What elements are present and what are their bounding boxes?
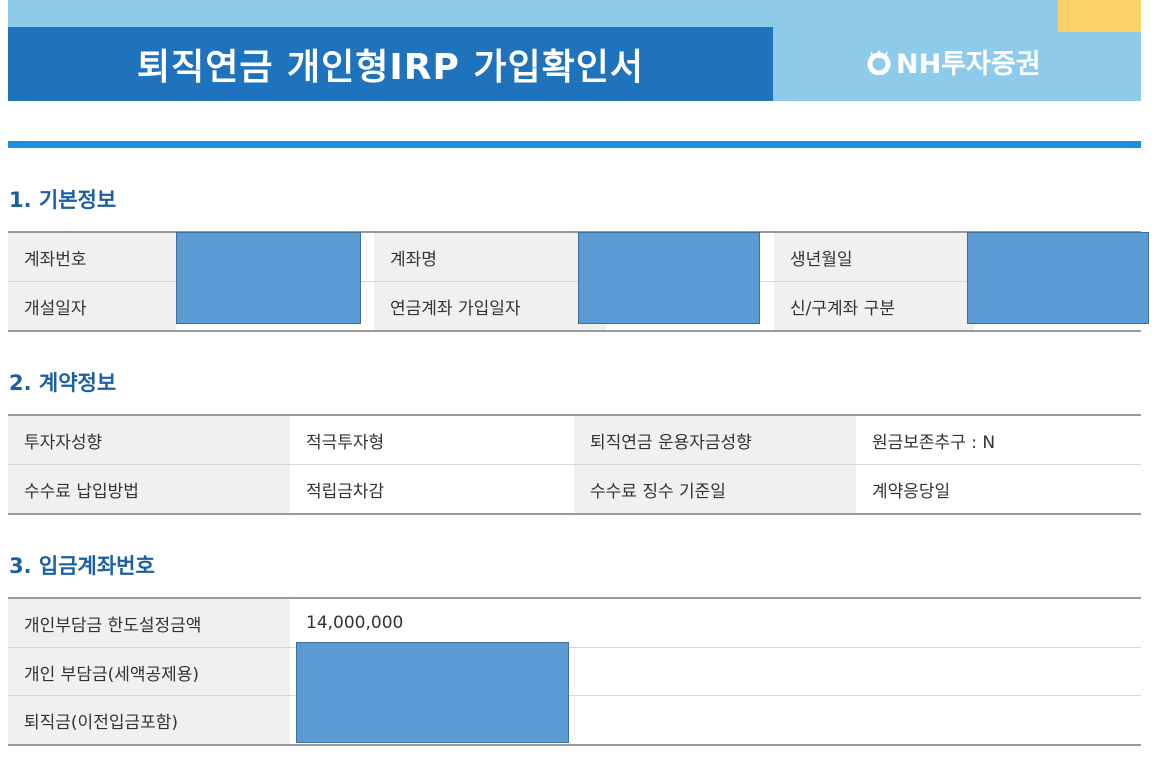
redaction-box: [296, 642, 569, 743]
label-fee-payment: 수수료 납입방법: [8, 465, 290, 513]
redaction-box: [578, 232, 760, 324]
header-divider: [8, 141, 1141, 148]
nh-logo-icon: [867, 50, 891, 75]
value-limit-amount: 14,000,000: [290, 599, 1141, 647]
logo-text: NH투자증권: [896, 48, 1041, 80]
label-account-number: 계좌번호: [8, 233, 176, 281]
table-row: 투자자성향 적극투자형 퇴직연금 운용자금성향 원금보존추구 : N: [8, 416, 1141, 464]
header-accent-block: [1058, 0, 1141, 32]
table-row: 개인부담금 한도설정금액 14,000,000: [8, 599, 1141, 647]
section-title-deposit: 3. 입금계좌번호: [9, 554, 155, 578]
page-title: 퇴직연금 개인형IRP 가입확인서: [136, 47, 644, 88]
value-fund-profile: 원금보존추구 : N: [856, 416, 1141, 464]
redaction-box: [176, 232, 361, 324]
label-limit-amount: 개인부담금 한도설정금액: [8, 599, 290, 647]
table-row: 퇴직금(이전입금포함): [8, 695, 1141, 744]
label-account-type: 신/구계좌 구분: [774, 282, 974, 330]
value-investor-profile: 적극투자형: [290, 416, 574, 464]
label-fund-profile: 퇴직연금 운용자금성향: [574, 416, 856, 464]
label-fee-date: 수수료 징수 기준일: [574, 465, 856, 513]
table-row: 개인 부담금(세액공제용): [8, 647, 1141, 696]
label-open-date: 개설일자: [8, 282, 176, 330]
label-pension-join-date: 연금계좌 가입일자: [374, 282, 606, 330]
section-title-basic: 1. 기본정보: [9, 188, 117, 212]
title-banner: 퇴직연금 개인형IRP 가입확인서: [8, 27, 773, 101]
deposit-table: 개인부담금 한도설정금액 14,000,000 개인 부담금(세액공제용) 퇴직…: [8, 597, 1141, 746]
contract-info-table: 투자자성향 적극투자형 퇴직연금 운용자금성향 원금보존추구 : N 수수료 납…: [8, 414, 1141, 515]
label-retirement-pay: 퇴직금(이전입금포함): [8, 696, 290, 744]
label-investor-profile: 투자자성향: [8, 416, 290, 464]
label-personal-contribution: 개인 부담금(세액공제용): [8, 648, 290, 696]
table-row: 수수료 납입방법 적립금차감 수수료 징수 기준일 계약응당일: [8, 464, 1141, 513]
redaction-box: [967, 232, 1149, 324]
company-logo: NH투자증권: [866, 45, 1041, 80]
value-fee-payment: 적립금차감: [290, 465, 574, 513]
section-title-contract: 2. 계약정보: [9, 371, 117, 395]
label-account-name: 계좌명: [374, 233, 606, 281]
label-birth-date: 생년월일: [774, 233, 974, 281]
value-fee-date: 계약응당일: [856, 465, 1141, 513]
